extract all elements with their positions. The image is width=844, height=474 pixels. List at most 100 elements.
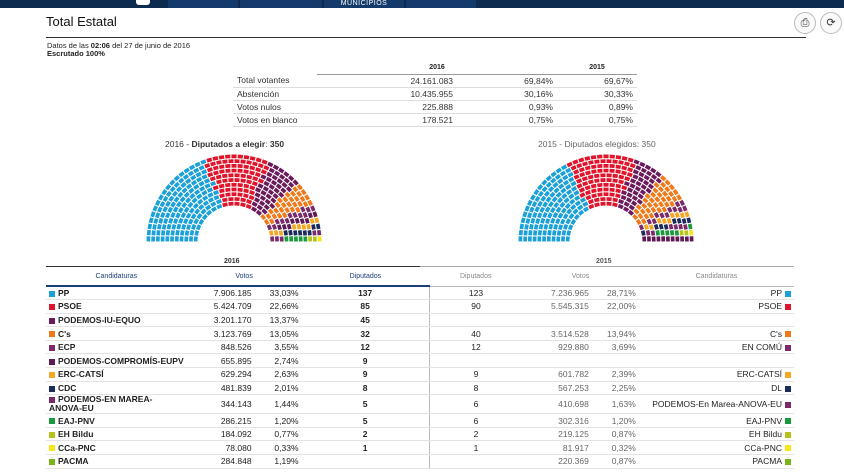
nav-tab-blank-1[interactable] — [168, 0, 238, 8]
seat-mark — [666, 217, 672, 224]
votes-2016: 78.080 — [186, 440, 255, 456]
nav-tab-blank-3[interactable] — [406, 0, 476, 8]
table-row[interactable]: PODEMOS-COMPROMÍS-EUPV 655.895 2,74% 9 — [46, 353, 794, 369]
seat-mark — [548, 223, 554, 230]
seat-mark — [231, 168, 237, 173]
seat-mark — [234, 201, 240, 206]
seat-mark — [548, 201, 554, 208]
summary-pct-2016: 30,16% — [457, 87, 557, 101]
seat-mark — [635, 204, 642, 211]
party-name[interactable]: PSOE — [46, 299, 187, 314]
table-row[interactable]: PODEMOS-EN MAREA-ANOVA-EU 344.143 1,44% 5 6 4… — [46, 394, 794, 415]
party-label-2015: PP — [770, 287, 782, 298]
party-name[interactable]: PODEMOS-IU-EQUO — [46, 313, 187, 328]
seat-mark — [557, 178, 564, 185]
refresh-button[interactable]: ⟳ — [820, 12, 842, 34]
seat-mark — [215, 199, 222, 205]
table-row[interactable]: PACMA 284.848 1,19% 220.369 0,87% PACMA — [46, 454, 794, 469]
table-year-2016: 2016 — [224, 258, 240, 265]
seat-mark — [565, 236, 570, 242]
col-candidaturas-2015[interactable]: Candidaturas — [638, 268, 794, 287]
seat-mark — [264, 198, 271, 205]
party-color-swatch-2015 — [785, 304, 791, 311]
seat-mark — [628, 204, 635, 211]
table-row[interactable]: ERC-CATSÍ 629.294 2,63% 9 9 601.782 2,39% ERC-C… — [46, 367, 794, 382]
print-button[interactable]: ⎙ — [794, 12, 816, 34]
party-name[interactable]: PODEMOS-EN MAREA-ANOVA-EU — [46, 394, 187, 415]
nav-tab-blank-2[interactable] — [240, 0, 322, 8]
seat-mark — [581, 176, 588, 182]
seat-mark — [259, 195, 267, 202]
seat-mark — [271, 174, 278, 181]
col-diputados[interactable]: Diputados — [301, 268, 430, 287]
seat-mark — [295, 206, 301, 213]
votes-2015: 81.917 — [522, 440, 592, 456]
seat-mark — [569, 198, 576, 205]
party-name-2015 — [638, 353, 794, 369]
party-name[interactable]: EAJ-PNV — [46, 413, 187, 428]
table-row[interactable]: PP 7.906.185 33,03% 137 123 7.236.965 28,71% PP — [46, 286, 794, 301]
seat-mark — [249, 156, 256, 161]
party-name[interactable]: EH Bildu — [46, 427, 187, 442]
seats-2016: 45 — [301, 313, 430, 328]
seats-2016: 5 — [301, 413, 430, 428]
seat-mark — [653, 181, 660, 189]
seat-mark — [303, 236, 308, 242]
seat-mark — [653, 212, 660, 219]
table-row[interactable]: PSOE 5.424.709 22,66% 85 90 5.545.315 22,00% PS… — [46, 299, 794, 314]
seat-mark — [632, 213, 639, 221]
seat-mark — [568, 176, 575, 183]
pct-2015: 0,32% — [591, 440, 639, 456]
col-candidaturas[interactable]: Candidaturas — [46, 268, 187, 287]
seat-mark — [288, 229, 293, 236]
seat-mark — [609, 154, 615, 159]
party-name[interactable]: CDC — [46, 381, 187, 396]
party-name-2015: PSOE — [638, 299, 794, 314]
votes-2016: 286.215 — [186, 413, 255, 428]
seat-mark — [190, 174, 197, 181]
party-name[interactable]: PODEMOS-COMPROMÍS-EUPV — [46, 353, 187, 369]
party-name[interactable]: PACMA — [46, 454, 187, 469]
table-row[interactable]: EH Bildu 184.092 0,77% 2 2 219.125 0,87% EH Bil… — [46, 427, 794, 442]
table-row[interactable]: ECP 848.526 3,55% 12 12 929.880 3,69% EN COMÚ — [46, 340, 794, 355]
seat-mark — [572, 208, 579, 215]
party-label-2015: C's — [769, 328, 782, 339]
nav-tab-municipios[interactable]: MUNICIPIOS — [324, 0, 404, 8]
seat-mark — [527, 236, 532, 242]
seat-mark — [312, 211, 318, 218]
seat-mark — [293, 195, 300, 202]
seat-mark — [178, 177, 185, 184]
seat-mark — [533, 224, 539, 230]
seat-mark — [558, 183, 565, 190]
seat-mark — [240, 197, 247, 203]
col-votos-2015[interactable]: Votos — [522, 268, 639, 287]
party-name[interactable]: ECP — [46, 340, 187, 355]
pct-2016: 2,01% — [254, 381, 302, 396]
seat-mark — [231, 192, 237, 197]
seat-mark — [561, 236, 566, 242]
party-name[interactable]: C's — [46, 326, 187, 341]
summary-row: Votos en blanco 178.521 0,75% 0,75% — [233, 113, 637, 127]
seat-mark — [274, 201, 281, 209]
seat-mark — [196, 213, 203, 220]
seat-mark — [158, 194, 164, 201]
col-diputados-2015[interactable]: Diputados — [429, 268, 523, 287]
table-row[interactable]: CCa-PNC 78.080 0,33% 1 1 81.917 0,32% CCa-PNC — [46, 440, 794, 456]
seats-2015: 40 — [429, 326, 523, 341]
party-name[interactable]: PP — [46, 286, 187, 301]
seat-mark — [671, 218, 677, 224]
summary-pct-2016: 0,93% — [457, 100, 557, 114]
seat-mark — [632, 190, 639, 196]
seat-mark — [288, 196, 295, 203]
seats-2015: 1 — [429, 440, 523, 456]
seat-mark — [654, 196, 661, 203]
table-row[interactable]: CDC 481.839 2,01% 8 8 567.253 2,25% DL — [46, 381, 794, 396]
party-name[interactable]: ERC-CATSÍ — [46, 367, 187, 382]
seat-mark — [606, 178, 612, 183]
col-votos[interactable]: Votos — [186, 268, 302, 287]
table-row[interactable]: PODEMOS-IU-EQUO 3.201.170 13,37% 45 — [46, 313, 794, 328]
table-row[interactable]: C's 3.123.769 13,05% 32 40 3.514.528 13,94% C's — [46, 326, 794, 341]
party-name[interactable]: CCa-PNC — [46, 440, 187, 456]
table-row[interactable]: EAJ-PNV 286.215 1,20% 5 6 302.316 1,20% EAJ-PNV — [46, 413, 794, 428]
votes-2015: 7.236.965 — [522, 286, 592, 301]
